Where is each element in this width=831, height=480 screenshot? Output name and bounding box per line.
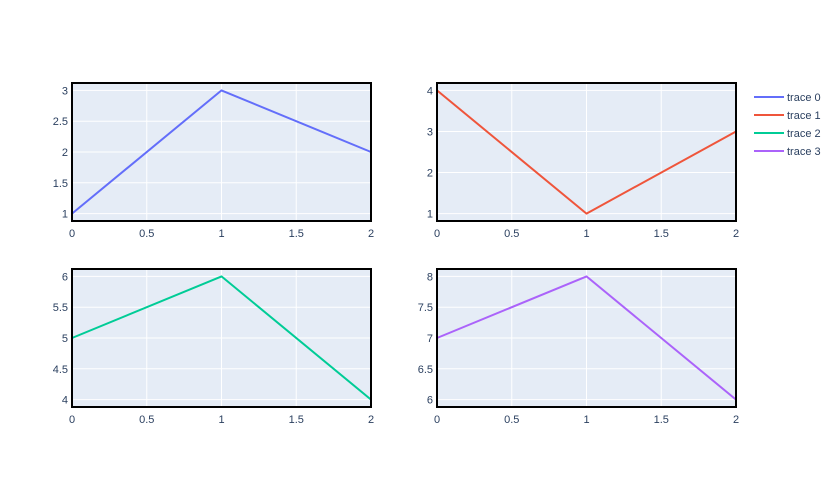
x-tick-label: 0.5: [139, 414, 154, 426]
legend-item-trace-3[interactable]: trace 3: [754, 146, 821, 158]
x-tick-label: 1: [583, 414, 589, 426]
x-tick-label: 0: [69, 414, 75, 426]
x-tick-label: 0: [434, 228, 440, 240]
x-tick-label: 1: [583, 228, 589, 240]
y-tick-label: 2.5: [53, 116, 68, 128]
x-tick-label: 2: [368, 414, 374, 426]
x-tick-label: 0.5: [504, 414, 519, 426]
plot-frame: [436, 82, 737, 222]
y-tick-label: 4.5: [53, 364, 68, 376]
y-tick-label: 6.5: [418, 364, 433, 376]
subplot-1: 0 0.5 1 1.5 2 1 1.5 2 2.5 3: [53, 82, 374, 240]
x-tick-label: 1.5: [289, 414, 304, 426]
legend-label-trace-0: trace 0: [787, 92, 821, 104]
legend-label-trace-1: trace 1: [787, 110, 821, 122]
x-tick-label: 1.5: [289, 228, 304, 240]
y-tick-label: 4: [62, 395, 68, 407]
x-tick-label: 0: [69, 228, 75, 240]
plot-frame: [71, 268, 372, 408]
legend-item-trace-0[interactable]: trace 0: [754, 92, 821, 104]
y-tick-label: 3: [427, 126, 433, 138]
y-tick-label: 2: [427, 168, 433, 180]
y-tick-label: 1.5: [53, 178, 68, 190]
x-tick-label: 1: [218, 414, 224, 426]
y-tick-label: 5: [62, 333, 68, 345]
subplot-4: 0 0.5 1 1.5 2 6 6.5 7 7.5 8: [418, 268, 739, 426]
y-tick-label: 6: [427, 395, 433, 407]
y-tick-label: 6: [62, 271, 68, 283]
y-tick-label: 7.5: [418, 302, 433, 314]
x-tick-label: 1.5: [654, 414, 669, 426]
y-tick-label: 7: [427, 333, 433, 345]
subplot-3: 0 0.5 1 1.5 2 4 4.5 5 5.5 6: [53, 268, 374, 426]
y-tick-label: 1: [427, 209, 433, 221]
plot-frame: [436, 268, 737, 408]
x-tick-label: 2: [733, 414, 739, 426]
series-line-trace-1: [436, 89, 737, 215]
x-tick-label: 0.5: [139, 228, 154, 240]
y-tick-label: 2: [62, 147, 68, 159]
x-tick-label: 0.5: [504, 228, 519, 240]
y-tick-label: 4: [427, 85, 433, 97]
series-line-trace-0: [71, 89, 372, 215]
x-tick-label: 2: [368, 228, 374, 240]
y-tick-label: 8: [427, 271, 433, 283]
legend-item-trace-1[interactable]: trace 1: [754, 110, 821, 122]
y-tick-label: 5.5: [53, 302, 68, 314]
legend-item-trace-2[interactable]: trace 2: [754, 128, 821, 140]
y-tick-label: 3: [62, 85, 68, 97]
subplot-2: 0 0.5 1 1.5 2 1 2 3 4: [427, 82, 739, 240]
legend-label-trace-3: trace 3: [787, 146, 821, 158]
x-tick-label: 0: [434, 414, 440, 426]
series-line-trace-3: [436, 275, 737, 401]
legend-label-trace-2: trace 2: [787, 128, 821, 140]
plot-frame: [71, 82, 372, 222]
x-tick-label: 2: [733, 228, 739, 240]
x-tick-label: 1.5: [654, 228, 669, 240]
series-line-trace-2: [71, 275, 372, 401]
legend: trace 0 trace 1 trace 2 trace 3: [754, 92, 821, 158]
y-tick-label: 1: [62, 209, 68, 221]
x-tick-label: 1: [218, 228, 224, 240]
